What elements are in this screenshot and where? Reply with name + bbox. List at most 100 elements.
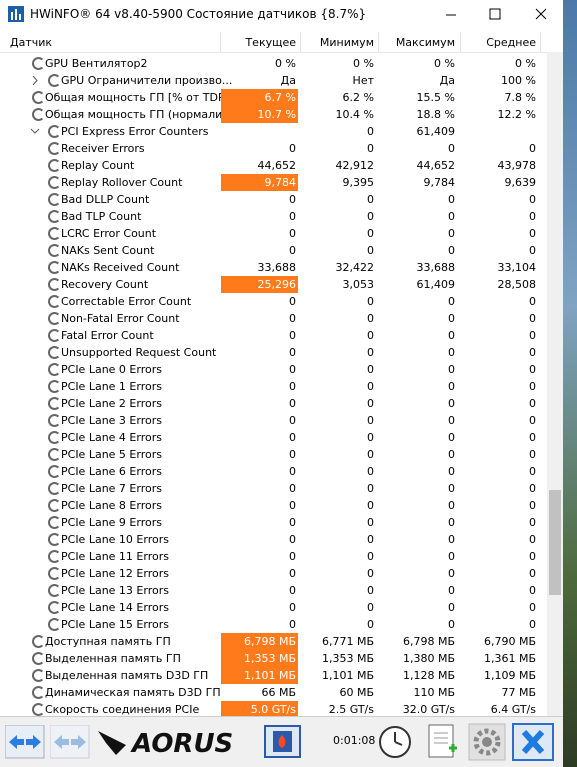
sensor-row[interactable]: Replay Rollover Count 9,784 9,395 9,784 9,63… — [0, 174, 547, 191]
sensor-label: Динамическая память D3D ГП — [45, 686, 221, 699]
sensor-value: 0 — [289, 465, 296, 478]
column-separator — [220, 32, 221, 52]
sensor-row[interactable]: PCIe Lane 14 Errors 0 0 0 0 — [0, 599, 547, 616]
sensor-row[interactable]: PCI Express Error Counters 0 61,409 — [0, 123, 547, 140]
sensor-row[interactable]: Bad TLP Count 0 0 0 0 — [0, 208, 547, 225]
sensor-row[interactable]: PCIe Lane 2 Errors 0 0 0 0 — [0, 395, 547, 412]
column-separator — [300, 32, 301, 52]
sensor-label: Скорость соединения PCIe — [45, 703, 200, 716]
sensor-row[interactable]: Динамическая память D3D ГП 66 МБ 60 МБ 110 … — [0, 684, 547, 701]
scrollbar[interactable] — [547, 52, 563, 716]
sensor-value: 0 — [448, 312, 455, 325]
column-header[interactable]: Минимум — [319, 36, 374, 49]
scrollbar-thumb[interactable] — [549, 490, 561, 595]
sensor-row[interactable]: PCIe Lane 7 Errors 0 0 0 0 — [0, 480, 547, 497]
sensor-button[interactable] — [264, 725, 302, 759]
sensor-row[interactable]: Доступная память ГП 6,798 МБ 6,771 МБ 6,798… — [0, 633, 547, 650]
sensor-row[interactable]: Выделенная память D3D ГП 1,101 МБ 1,101 МБ… — [0, 667, 547, 684]
sensor-row[interactable]: GPU Вентилятор2 0 % 0 % 0 % 0 % — [0, 55, 547, 72]
sensor-row[interactable]: PCIe Lane 8 Errors 0 0 0 0 — [0, 497, 547, 514]
sensor-value: 6,771 МБ — [321, 635, 374, 648]
sensor-value: 0 — [529, 329, 536, 342]
column-header[interactable]: Максимум — [395, 36, 455, 49]
sensor-value: 0 — [367, 346, 374, 359]
aorus-logo: AORUS — [98, 729, 233, 759]
sensor-value: 110 МБ — [413, 686, 455, 699]
sensor-value: 0 — [367, 465, 374, 478]
sensor-row[interactable]: PCIe Lane 6 Errors 0 0 0 0 — [0, 463, 547, 480]
sensor-value: 0 — [289, 550, 296, 563]
sensor-row[interactable]: PCIe Lane 1 Errors 0 0 0 0 — [0, 378, 547, 395]
sensor-row[interactable]: Recovery Count 25,296 3,053 61,409 28,508 — [0, 276, 547, 293]
sensor-value: 44,652 — [257, 159, 297, 172]
sensor-value: 0 — [367, 227, 374, 240]
sensor-row[interactable]: Скорость соединения PCIe 5.0 GT/s 2.5 GT/s… — [0, 701, 547, 718]
sensor-row[interactable]: LCRC Error Count 0 0 0 0 — [0, 225, 547, 242]
sensor-value: 0 — [448, 465, 455, 478]
sensor-icon — [48, 74, 61, 87]
toggle-arrow[interactable] — [30, 72, 40, 89]
toggle-arrow[interactable] — [30, 123, 40, 140]
sensor-label: PCIe Lane 10 Errors — [61, 533, 169, 546]
sensor-value: 1,353 МБ — [221, 650, 298, 667]
sensor-row[interactable]: PCIe Lane 9 Errors 0 0 0 0 — [0, 514, 547, 531]
column-header[interactable]: Датчик — [10, 36, 53, 49]
sensor-row[interactable]: PCIe Lane 12 Errors 0 0 0 0 — [0, 565, 547, 582]
sensor-row[interactable]: Выделенная память ГП 1,353 МБ 1,353 МБ 1,38… — [0, 650, 547, 667]
column-header[interactable]: Текущее — [245, 36, 296, 49]
nav-button[interactable] — [5, 725, 45, 759]
logo-text: AORUS — [130, 729, 233, 759]
sensor-row[interactable]: PCIe Lane 3 Errors 0 0 0 0 — [0, 412, 547, 429]
sensor-icon — [32, 703, 45, 716]
sensor-value: 0 — [529, 584, 536, 597]
sensor-row[interactable]: NAKs Sent Count 0 0 0 0 — [0, 242, 547, 259]
settings-button[interactable] — [468, 723, 506, 761]
sensor-value: 0 — [448, 448, 455, 461]
sensor-row[interactable]: GPU Ограничители произво... Да Нет Да 100 % — [0, 72, 547, 89]
sensor-row[interactable]: Non-Fatal Error Count 0 0 0 0 — [0, 310, 547, 327]
sensor-label: PCIe Lane 11 Errors — [61, 550, 169, 563]
sensor-row[interactable]: Replay Count 44,652 42,912 44,652 43,978 — [0, 157, 547, 174]
sensor-row[interactable]: PCIe Lane 11 Errors 0 0 0 0 — [0, 548, 547, 565]
sensor-row[interactable]: PCIe Lane 13 Errors 0 0 0 0 — [0, 582, 547, 599]
sensor-row[interactable]: PCIe Lane 15 Errors 0 0 0 0 — [0, 616, 547, 633]
window-controls[interactable] — [440, 0, 563, 30]
sensor-row[interactable]: Receiver Errors 0 0 0 0 — [0, 140, 547, 157]
sensor-row[interactable]: PCIe Lane 5 Errors 0 0 0 0 — [0, 446, 547, 463]
sensor-row[interactable]: Correctable Error Count 0 0 0 0 — [0, 293, 547, 310]
sensor-icon — [48, 261, 61, 274]
sensor-value: 0 — [289, 499, 296, 512]
sensor-value: 6,790 МБ — [483, 635, 536, 648]
sensor-row[interactable]: Unsupported Request Count 0 0 0 0 — [0, 344, 547, 361]
sensor-value: 18.8 % — [416, 108, 455, 121]
sensor-row[interactable]: PCIe Lane 4 Errors 0 0 0 0 — [0, 429, 547, 446]
sensor-row[interactable]: PCIe Lane 10 Errors 0 0 0 0 — [0, 531, 547, 548]
sensor-icon — [32, 652, 45, 665]
sensor-value: 33,688 — [257, 261, 297, 274]
sensor-row[interactable]: Общая мощность ГП (нормализ... 10.7 % 10.4… — [0, 106, 547, 123]
report-button[interactable] — [425, 722, 461, 762]
close-button[interactable] — [512, 723, 554, 761]
sensor-icon — [48, 533, 61, 546]
table-header[interactable]: Датчик Текущее Минимум Максимум Среднее — [0, 32, 547, 53]
sensor-value: 1,353 МБ — [321, 652, 374, 665]
tree-toggle[interactable] — [30, 72, 40, 89]
sensor-row[interactable]: NAKs Received Count 33,688 32,422 33,688 33,… — [0, 259, 547, 276]
sensor-icon — [48, 210, 61, 223]
clock-button[interactable] — [377, 723, 413, 761]
tree-toggle[interactable] — [30, 123, 40, 140]
sensor-row[interactable]: Общая мощность ГП [% от TDP] 6.7 % 6.2 % 15… — [0, 89, 547, 106]
sensor-value: 1,101 МБ — [221, 667, 298, 684]
sensor-value: 0 — [529, 414, 536, 427]
sensor-value: 0 — [529, 210, 536, 223]
sensor-value: 0 — [448, 601, 455, 614]
sensor-value: Да — [280, 74, 296, 87]
sensor-row[interactable]: Fatal Error Count 0 0 0 0 — [0, 327, 547, 344]
sensor-value: 0 — [289, 363, 296, 376]
column-header[interactable]: Среднее — [486, 36, 536, 49]
sensor-value: 0 — [367, 567, 374, 580]
sensor-row[interactable]: Bad DLLP Count 0 0 0 0 — [0, 191, 547, 208]
nav-button[interactable] — [50, 725, 90, 759]
sensor-value: 0 — [367, 618, 374, 631]
sensor-row[interactable]: PCIe Lane 0 Errors 0 0 0 0 — [0, 361, 547, 378]
